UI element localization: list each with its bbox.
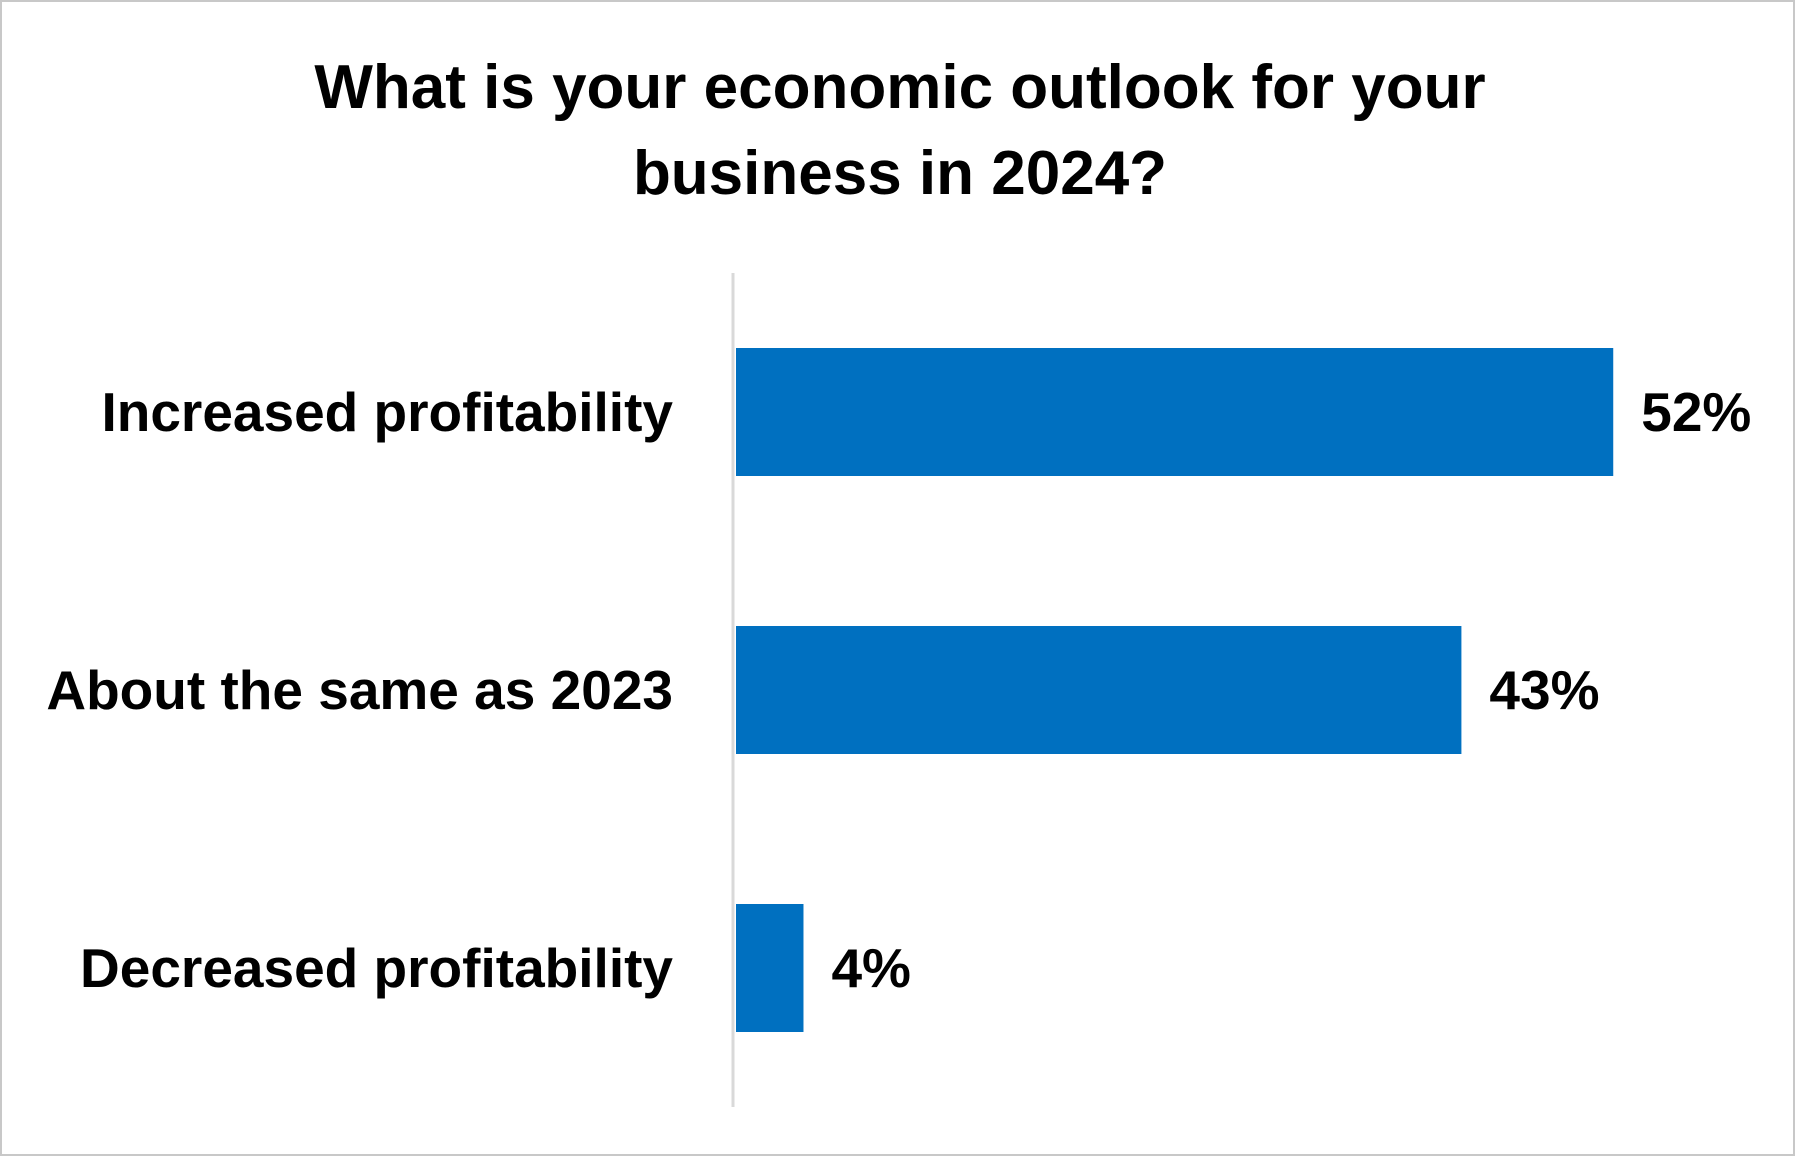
bar-decreased-profitability bbox=[736, 904, 804, 1032]
data-label-about-the-same-as-2023: 43% bbox=[1489, 659, 1599, 721]
bar-about-the-same-as-2023 bbox=[736, 626, 1462, 754]
data-label-decreased-profitability: 4% bbox=[831, 937, 911, 999]
chart-title: What is your economic outlook for your b… bbox=[314, 53, 1486, 208]
category-label-increased-profitability: Increased profitability bbox=[101, 381, 673, 443]
category-label-about-the-same-as-2023: About the same as 2023 bbox=[46, 659, 673, 721]
category-label-decreased-profitability: Decreased profitability bbox=[80, 937, 673, 999]
data-label-increased-profitability: 52% bbox=[1641, 381, 1751, 443]
bar-increased-profitability bbox=[736, 348, 1614, 476]
